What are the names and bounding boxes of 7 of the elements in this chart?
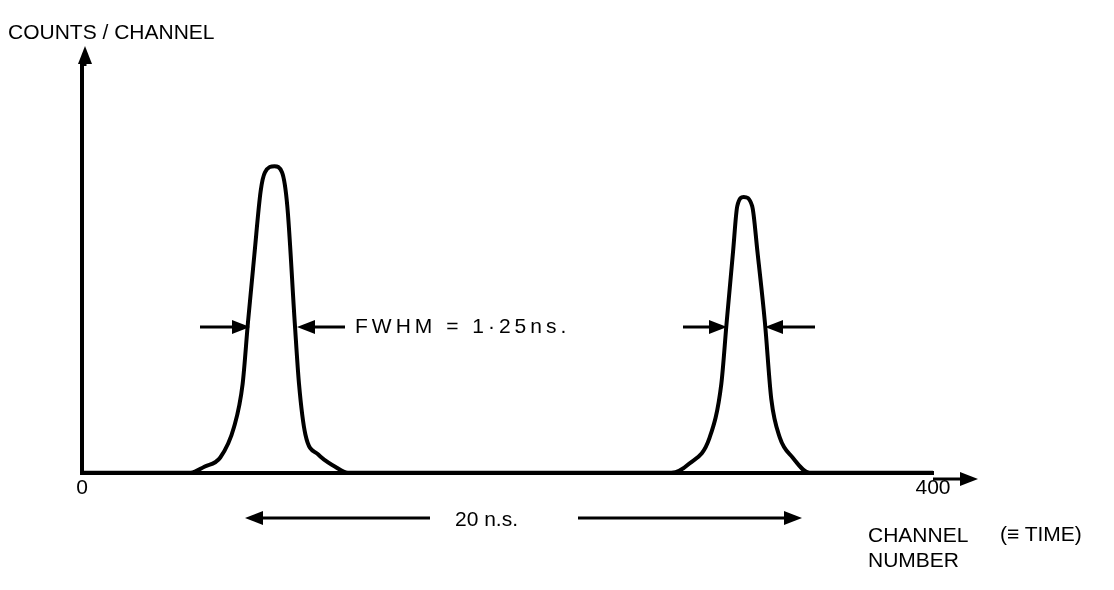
text: (≡ TIME) [1000,522,1082,546]
x-axis-title: CHANNEL NUMBER [868,522,969,572]
annotation: FWHM = 1·25ns. [355,314,571,338]
text: COUNTS / CHANNEL [8,20,215,44]
x-tick-label: 0 [76,475,88,499]
text: 20 n.s. [455,507,519,531]
x-tick-label: 400 [915,475,951,499]
